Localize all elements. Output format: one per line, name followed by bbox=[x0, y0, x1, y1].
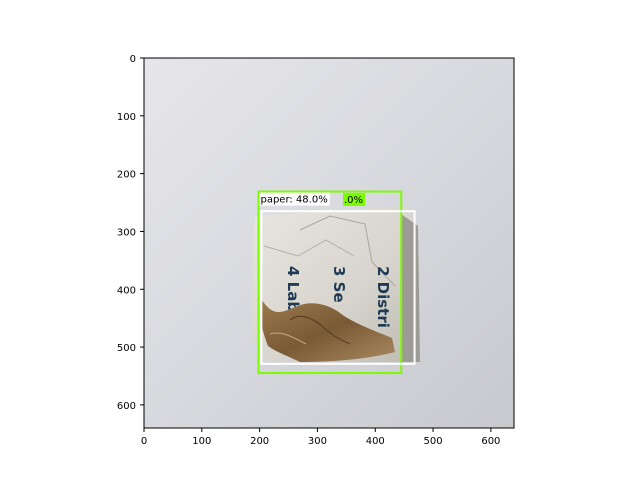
detection-label-background-secondary bbox=[343, 193, 366, 206]
y-tick-label: 200 bbox=[117, 170, 136, 181]
detection-label-background bbox=[259, 192, 330, 206]
x-tick-label: 200 bbox=[250, 436, 269, 447]
y-tick-label: 500 bbox=[117, 343, 136, 354]
detection-box-paper bbox=[257, 190, 403, 375]
detection-box-secondary bbox=[260, 210, 416, 365]
x-axis: 0 100 200 300 400 500 600 bbox=[141, 428, 500, 447]
axes-frame bbox=[143, 57, 515, 429]
printed-text-2: 3 Se bbox=[330, 266, 348, 303]
box-side bbox=[401, 214, 420, 362]
x-tick-label: 600 bbox=[481, 436, 500, 447]
x-tick-label: 400 bbox=[366, 436, 385, 447]
x-tick-label: 0 bbox=[141, 436, 147, 447]
y-tick-label: 600 bbox=[117, 401, 136, 412]
y-tick-label: 100 bbox=[117, 112, 136, 123]
detection-label-paper: paper: 48.0% bbox=[260, 195, 327, 206]
y-tick-label: 300 bbox=[117, 227, 136, 238]
y-tick-label: 0 bbox=[130, 54, 136, 65]
x-tick-label: 100 bbox=[192, 436, 211, 447]
x-tick-label: 500 bbox=[424, 436, 443, 447]
y-tick-label: 400 bbox=[117, 285, 136, 296]
detection-label-secondary: .0% bbox=[344, 195, 363, 206]
detections: paper: 48.0% .0% bbox=[257, 190, 416, 375]
y-axis: 0 100 200 300 400 500 600 bbox=[117, 54, 144, 412]
printed-text-1: 2 Distri bbox=[374, 266, 392, 328]
x-tick-label: 300 bbox=[308, 436, 327, 447]
photo: 2 Distri 3 Se 4 Label bbox=[144, 58, 514, 428]
